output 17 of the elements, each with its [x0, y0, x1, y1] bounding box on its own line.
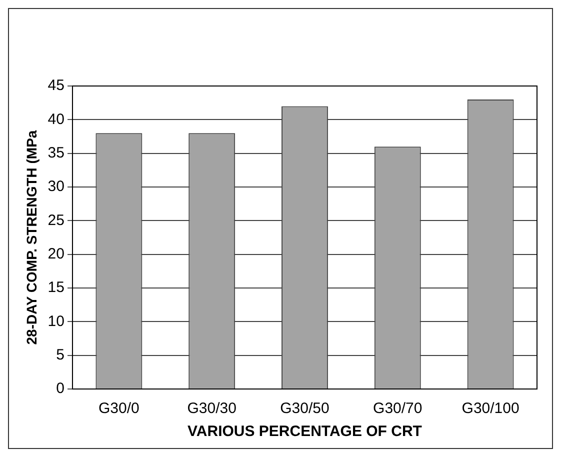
y-tick-label: 25 — [48, 212, 64, 229]
y-axis-title: 28-DAY COMP. STRENGTH (MPa — [23, 130, 40, 345]
y-tick-label: 30 — [48, 178, 64, 196]
x-axis-title: VARIOUS PERCENTAGE OF CRT — [188, 423, 422, 440]
y-tick-label: 15 — [48, 279, 64, 296]
x-tick-label: G30/0 — [98, 400, 140, 418]
y-tick-label: 35 — [48, 144, 64, 162]
y-tick-label: 0 — [56, 380, 64, 398]
y-tick-label: 40 — [48, 110, 64, 128]
y-tick-label: 10 — [48, 312, 64, 330]
x-tick-label: G30/100 — [462, 400, 520, 418]
x-tick-label: G30/50 — [280, 400, 330, 418]
x-tick-label: G30/30 — [187, 400, 236, 418]
x-tick-label: G30/70 — [373, 400, 422, 418]
y-tick-label: 20 — [48, 245, 64, 262]
y-tick-label: 45 — [48, 77, 64, 94]
y-tick-label: 5 — [56, 346, 64, 364]
